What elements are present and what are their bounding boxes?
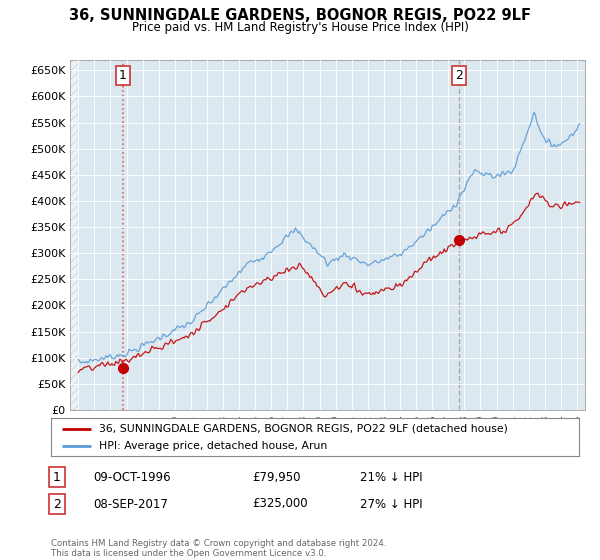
Text: 36, SUNNINGDALE GARDENS, BOGNOR REGIS, PO22 9LF (detached house): 36, SUNNINGDALE GARDENS, BOGNOR REGIS, P… xyxy=(98,423,508,433)
Text: Contains HM Land Registry data © Crown copyright and database right 2024.
This d: Contains HM Land Registry data © Crown c… xyxy=(51,539,386,558)
Text: 36, SUNNINGDALE GARDENS, BOGNOR REGIS, PO22 9LF: 36, SUNNINGDALE GARDENS, BOGNOR REGIS, P… xyxy=(69,8,531,24)
Text: 1: 1 xyxy=(119,69,127,82)
Text: 08-SEP-2017: 08-SEP-2017 xyxy=(93,497,168,511)
Text: Price paid vs. HM Land Registry's House Price Index (HPI): Price paid vs. HM Land Registry's House … xyxy=(131,21,469,34)
Text: 09-OCT-1996: 09-OCT-1996 xyxy=(93,470,170,484)
Text: 21% ↓ HPI: 21% ↓ HPI xyxy=(360,470,422,484)
Text: 27% ↓ HPI: 27% ↓ HPI xyxy=(360,497,422,511)
Text: 1: 1 xyxy=(53,470,61,484)
Text: 2: 2 xyxy=(455,69,463,82)
Text: £79,950: £79,950 xyxy=(252,470,301,484)
Text: £325,000: £325,000 xyxy=(252,497,308,511)
Text: 2: 2 xyxy=(53,497,61,511)
Text: HPI: Average price, detached house, Arun: HPI: Average price, detached house, Arun xyxy=(98,441,327,451)
